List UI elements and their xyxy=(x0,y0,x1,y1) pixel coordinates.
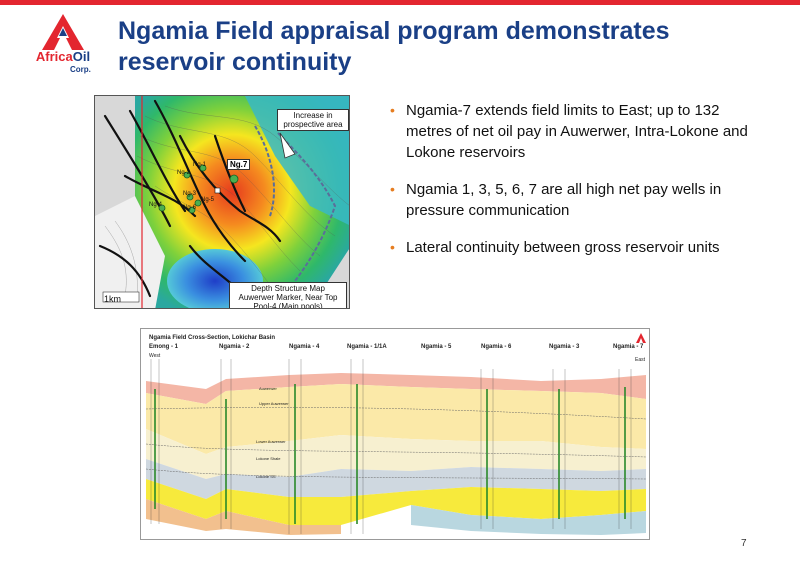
cross-section-title: Ngamia Field Cross-Section, Lokichar Bas… xyxy=(149,335,276,341)
map-graphic xyxy=(95,96,349,308)
bullet-list: • Ngamia-7 extends field limits to East; … xyxy=(390,100,760,274)
cross-section-figure: Ngamia Field Cross-Section, Lokichar Bas… xyxy=(140,328,650,540)
well-name: Ngamia - 2 xyxy=(219,344,250,350)
bullet-icon: • xyxy=(390,102,395,118)
bullet-item: • Ngamia 1, 3, 5, 6, 7 are all high net p… xyxy=(390,179,760,221)
unit-label: Lokone SS xyxy=(256,474,276,479)
logo-tower-icon xyxy=(42,14,84,50)
well-name: Ngamia - 4 xyxy=(289,344,320,350)
increase-callout: Increase in prospective area xyxy=(277,109,349,131)
unit-label: Lower Auwerwer xyxy=(256,439,286,444)
bullet-item: • Ngamia-7 extends field limits to East; … xyxy=(390,100,760,163)
logo-corp-text: Corp. xyxy=(70,65,91,74)
slide-title: Ngamia Field appraisal program demonstra… xyxy=(118,17,670,76)
bullet-text: Lateral continuity between gross reservo… xyxy=(406,239,720,256)
logo-wordmark: AfricaOil xyxy=(18,50,108,64)
unit-label: Upper Auwerwer xyxy=(259,401,289,406)
well-name: Ngamia - 7 xyxy=(613,344,644,350)
well-name: Emong - 1 xyxy=(149,344,179,350)
mini-logo-icon xyxy=(636,333,646,343)
well-name: Ngamia - 3 xyxy=(549,344,580,350)
well-label: Ng-1 xyxy=(193,162,207,168)
well-name: Ngamia - 5 xyxy=(421,344,452,350)
top-rule xyxy=(0,0,800,5)
cross-section-graphic xyxy=(141,329,649,539)
depth-structure-map: Increase in prospective area Ng.7 Ng-1 N… xyxy=(94,95,350,309)
bullet-icon: • xyxy=(390,181,395,197)
well-label: Ng-6 xyxy=(183,205,197,211)
logo-africa-text: Africa xyxy=(35,49,73,64)
bullet-item: • Lateral continuity between gross reserv… xyxy=(390,237,760,258)
well-label: Ng-3 xyxy=(183,191,197,197)
east-label: East xyxy=(635,357,646,363)
well-label: Ng-4 xyxy=(149,202,163,208)
page-number: 7 xyxy=(741,538,747,549)
logo-oil-text: Oil xyxy=(72,49,91,64)
bullet-text: Ngamia 1, 3, 5, 6, 7 are all high net pa… xyxy=(406,181,722,219)
scale-bar-label: 1km xyxy=(104,294,122,304)
well-name: Ngamia - 6 xyxy=(481,344,512,350)
well-label: Ng-2 xyxy=(177,170,191,176)
west-label: West xyxy=(149,353,161,359)
ng7-label: Ng.7 xyxy=(227,159,251,170)
well-label: Ng-5 xyxy=(201,197,215,203)
company-logo: AfricaOil Corp. xyxy=(18,14,108,80)
bullet-icon: • xyxy=(390,239,395,255)
bullet-text: Ngamia-7 extends field limits to East; u… xyxy=(406,102,748,161)
unit-label: Lokone Shale xyxy=(256,456,281,461)
well-name: Ngamia - 1/1A xyxy=(347,344,387,350)
unit-label: Auwerwer xyxy=(259,386,277,391)
map-legend-box: Depth Structure Map Auwerwer Marker, Nea… xyxy=(229,282,347,308)
